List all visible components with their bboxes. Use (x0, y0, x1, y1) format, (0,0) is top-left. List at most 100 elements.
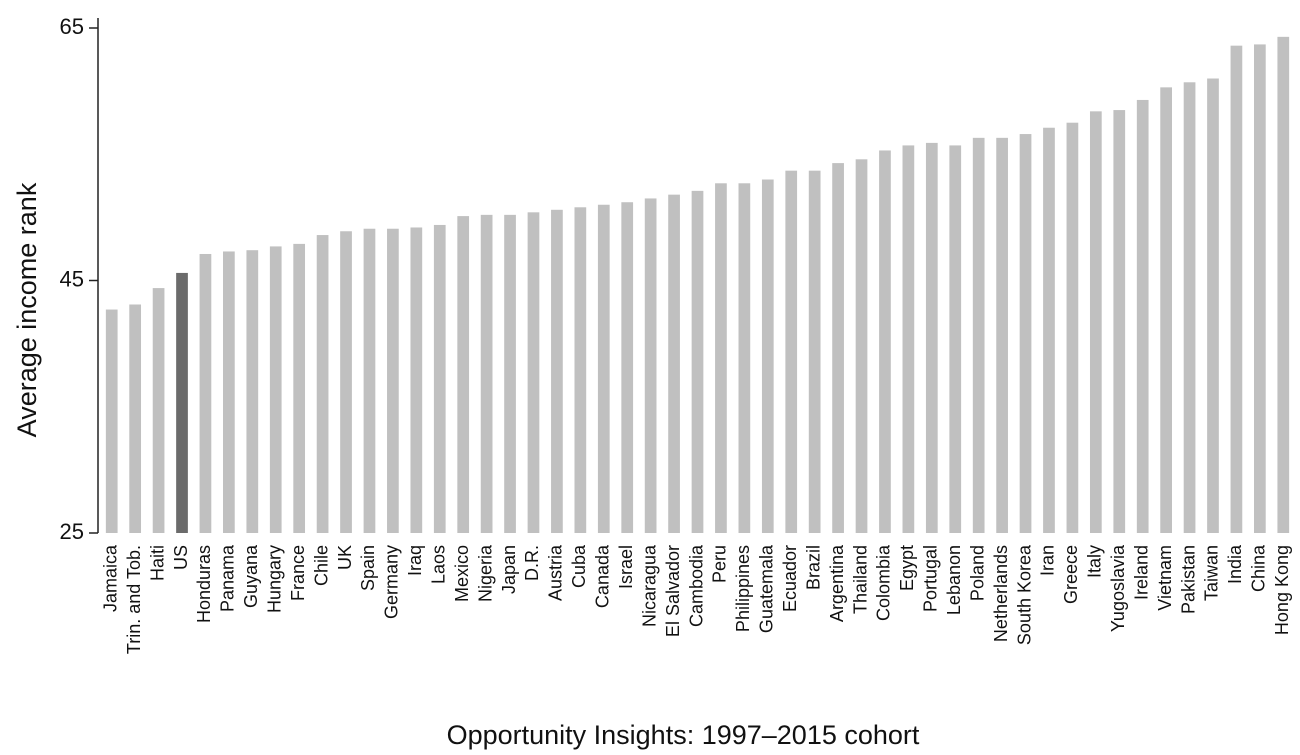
bar-ireland (1136, 99, 1149, 534)
bar-iraq (410, 227, 423, 533)
x-tick-label-japan: Japan (499, 545, 519, 594)
bar-el-salvador (668, 194, 680, 533)
bar-egypt (902, 145, 915, 533)
y-tick-label-45: 45 (60, 266, 84, 291)
x-tick-label-iran: Iran (1038, 545, 1058, 576)
bar-haiti (152, 288, 165, 533)
bar-italy (1089, 111, 1102, 533)
x-tick-label-cuba: Cuba (569, 544, 589, 588)
x-tick-label-hong-kong: Hong Kong (1272, 545, 1292, 635)
bar-nigeria (480, 214, 493, 533)
bar-peru (715, 183, 727, 534)
bar-iran (1043, 127, 1055, 534)
x-tick-label-yugoslavia: Yugoslavia (1108, 544, 1128, 632)
bar-mexico (457, 216, 470, 534)
y-tick-label-65: 65 (60, 14, 84, 39)
x-tick-label-guatemala: Guatemala (757, 544, 777, 633)
bar-nicaragua (644, 198, 657, 533)
x-tick-label-argentina: Argentina (827, 544, 847, 622)
bar-portugal (925, 142, 938, 533)
x-tick-label-spain: Spain (358, 545, 378, 591)
x-tick-label-germany: Germany (382, 545, 402, 619)
x-tick-label-jamaica: Jamaica (100, 544, 120, 612)
bar-netherlands (996, 137, 1008, 533)
bar-d-r (527, 212, 540, 533)
bar-colombia (879, 150, 891, 533)
y-axis-title: Average income rank (12, 182, 42, 437)
x-tick-label-lebanon: Lebanon (944, 545, 964, 615)
x-tick-label-south-korea: South Korea (1014, 544, 1034, 645)
bar-ecuador (785, 170, 798, 533)
x-tick-label-d-r: D.R. (522, 545, 542, 581)
x-tick-label-laos: Laos (429, 545, 449, 584)
bar-uk (340, 231, 352, 533)
x-tick-label-trin-and-tob: Trin. and Tob. (124, 545, 144, 654)
x-tick-label-peru: Peru (710, 545, 730, 583)
bar-cuba (574, 207, 587, 533)
bar-south-korea (1019, 134, 1032, 534)
bar-argentina (832, 163, 844, 533)
bar-israel (621, 202, 634, 533)
bar-lebanon (949, 145, 962, 533)
bar-brazil (808, 170, 821, 533)
bar-india (1230, 45, 1243, 534)
x-tick-label-poland: Poland (967, 545, 987, 601)
bar-philippines (738, 183, 751, 534)
bar-panama (223, 251, 235, 533)
bar-honduras (199, 253, 212, 534)
x-tick-label-pakistan: Pakistan (1178, 545, 1198, 614)
bar-yugoslavia (1113, 110, 1126, 533)
x-tick-label-italy: Italy (1085, 545, 1105, 578)
x-tick-label-guyana: Guyana (241, 544, 261, 608)
x-tick-label-china: China (1249, 544, 1269, 592)
x-tick-label-philippines: Philippines (733, 545, 753, 632)
x-tick-label-india: India (1225, 544, 1245, 584)
x-tick-label-portugal: Portugal (921, 545, 941, 612)
y-tick-label-25: 25 (60, 519, 84, 544)
x-tick-label-ireland: Ireland (1131, 545, 1151, 600)
x-tick-label-austria: Austria (546, 544, 566, 601)
axes-group: 25 45 65 (60, 14, 99, 544)
x-tick-label-colombia: Colombia (874, 544, 894, 621)
x-tick-label-nigeria: Nigeria (475, 544, 495, 602)
bar-guyana (246, 250, 259, 533)
x-tick-label-el-salvador: El Salvador (663, 545, 683, 637)
bar-austria (551, 209, 563, 534)
x-tick-label-cambodia: Cambodia (686, 544, 706, 627)
bar-greece (1066, 122, 1079, 533)
bar-germany (387, 228, 399, 534)
x-tick-label-ecuador: Ecuador (780, 545, 800, 612)
x-tick-label-uk: UK (335, 545, 355, 570)
x-tick-label-netherlands: Netherlands (991, 545, 1011, 642)
x-tick-label-vietnam: Vietnam (1155, 545, 1175, 611)
x-tick-label-honduras: Honduras (194, 545, 214, 623)
x-tick-label-brazil: Brazil (803, 545, 823, 590)
x-tick-label-israel: Israel (616, 545, 636, 589)
x-tick-label-panama: Panama (218, 544, 238, 612)
x-tick-label-us: US (171, 545, 191, 570)
bar-china (1254, 44, 1266, 533)
bar-japan (504, 214, 516, 533)
bar-guatemala (761, 179, 774, 533)
x-tick-label-chile: Chile (311, 545, 331, 586)
bar-canada (597, 204, 610, 533)
bar-vietnam (1160, 87, 1172, 533)
x-tick-label-egypt: Egypt (897, 545, 917, 591)
bar-pakistan (1183, 82, 1196, 533)
bars-group (105, 36, 1290, 534)
x-tick-label-taiwan: Taiwan (1202, 545, 1222, 601)
bar-thailand (855, 159, 868, 534)
x-tick-label-france: France (288, 545, 308, 601)
x-tick-label-greece: Greece (1061, 545, 1081, 604)
x-tick-label-haiti: Haiti (147, 545, 167, 581)
bar-chile (316, 235, 329, 534)
bar-laos (433, 224, 446, 533)
x-tick-label-thailand: Thailand (850, 545, 870, 614)
bar-hong-kong (1277, 36, 1290, 534)
x-tick-label-mexico: Mexico (452, 545, 472, 602)
x-tick-label-canada: Canada (593, 544, 613, 608)
bar-trin-and-tob (129, 304, 142, 533)
bar-taiwan (1207, 78, 1219, 533)
